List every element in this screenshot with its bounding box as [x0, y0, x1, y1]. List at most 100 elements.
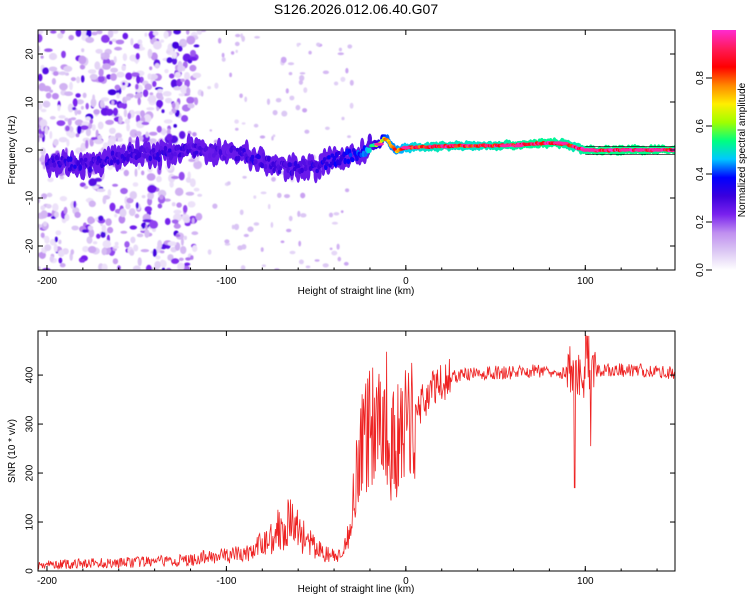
noise-blob: [304, 129, 310, 134]
noise-blob: [229, 72, 233, 78]
ridge-core: [239, 146, 243, 152]
noise-blob: [85, 139, 89, 149]
noise-blob: [196, 30, 203, 35]
noise-blob: [81, 48, 85, 53]
ridge-core: [293, 160, 298, 167]
noise-blob: [89, 138, 94, 147]
noise-blob: [51, 78, 57, 85]
noise-blob: [94, 139, 104, 145]
noise-blob: [144, 206, 152, 213]
noise-blob: [71, 225, 79, 231]
noise-blob: [193, 187, 200, 192]
noise-blob: [52, 203, 59, 212]
spectrogram-x-axis: -200 -100 0 100: [37, 30, 658, 287]
noise-blob: [195, 212, 203, 221]
noise-blob: [54, 211, 59, 218]
noise-blob: [193, 44, 200, 48]
noise-blob: [322, 70, 329, 75]
noise-blob: [150, 52, 158, 61]
noise-blob: [156, 175, 162, 183]
noise-blob: [96, 233, 101, 239]
noise-blob: [180, 246, 187, 254]
noise-blob: [115, 132, 122, 139]
ridge-core: [235, 147, 240, 152]
noise-blob: [280, 56, 287, 64]
noise-blob: [67, 103, 74, 113]
noise-blob: [111, 38, 117, 43]
noise-blob: [42, 164, 46, 170]
noise-blob: [82, 92, 87, 99]
noise-blob: [38, 266, 41, 270]
noise-blob: [277, 192, 282, 198]
ridge-core: [73, 164, 77, 169]
noise-blob: [116, 92, 120, 99]
noise-blob: [85, 116, 91, 121]
noise-blob: [171, 102, 176, 109]
noise-blob: [146, 107, 155, 111]
ridge-core: [363, 152, 368, 157]
ridge-core: [286, 166, 290, 173]
noise-blob: [175, 234, 181, 238]
x-tick-label: 100: [577, 576, 594, 587]
ridge-core: [212, 153, 216, 158]
noise-blob: [337, 52, 344, 56]
noise-blob: [209, 129, 213, 132]
ridge-core: [348, 152, 353, 158]
noise-blob: [38, 251, 46, 259]
noise-blob: [187, 201, 196, 208]
ridge-peak: [619, 148, 630, 152]
noise-blob: [166, 267, 172, 270]
noise-blob: [147, 191, 155, 200]
noise-blob: [102, 240, 112, 249]
noise-blob: [314, 259, 320, 262]
noise-blob: [81, 121, 90, 127]
snr-series-line: [38, 335, 675, 571]
spectrogram-y-label: Frequency (Hz): [7, 116, 18, 185]
noise-blob: [45, 92, 52, 99]
ridge-core: [55, 156, 60, 161]
noise-blob: [55, 230, 62, 236]
noise-blob: [70, 249, 75, 255]
noise-blob: [64, 91, 74, 96]
noise-blob: [177, 64, 183, 73]
ridge-halo: [121, 144, 126, 153]
noise-blob: [97, 75, 105, 83]
noise-blob: [75, 93, 81, 98]
noise-blob: [85, 128, 91, 137]
ridge-core: [76, 160, 80, 167]
noise-blob: [80, 75, 85, 83]
noise-blob: [141, 121, 150, 126]
noise-blob: [80, 105, 84, 110]
noise-blob: [178, 171, 185, 181]
ridge-core: [176, 144, 181, 151]
noise-blob: [214, 82, 219, 89]
noise-blob: [347, 44, 353, 49]
noise-blob: [302, 108, 308, 113]
noise-blob: [184, 222, 191, 227]
noise-blob: [58, 71, 67, 76]
y-tick-label: -10: [25, 190, 36, 205]
noise-blob: [59, 263, 66, 268]
noise-blob: [82, 246, 89, 253]
noise-blob: [101, 34, 110, 43]
noise-blob: [53, 243, 58, 253]
noise-blob: [75, 133, 80, 138]
noise-blob: [178, 93, 185, 97]
ridge-core: [288, 162, 293, 167]
noise-blob: [149, 66, 153, 71]
ridge-core: [127, 153, 131, 158]
noise-blob: [331, 221, 338, 225]
noise-blob: [118, 102, 126, 109]
ridge-core: [184, 144, 188, 150]
noise-blob: [101, 224, 107, 233]
noise-blob: [345, 67, 349, 74]
ridge-peak: [513, 144, 524, 148]
noise-blob: [85, 102, 89, 110]
noise-blob: [89, 118, 94, 124]
ridge-core: [346, 158, 351, 165]
noise-blob: [86, 236, 93, 244]
noise-blob: [347, 135, 351, 139]
noise-blob: [298, 79, 303, 85]
colorbar-tick-label: 0.2: [695, 215, 706, 229]
